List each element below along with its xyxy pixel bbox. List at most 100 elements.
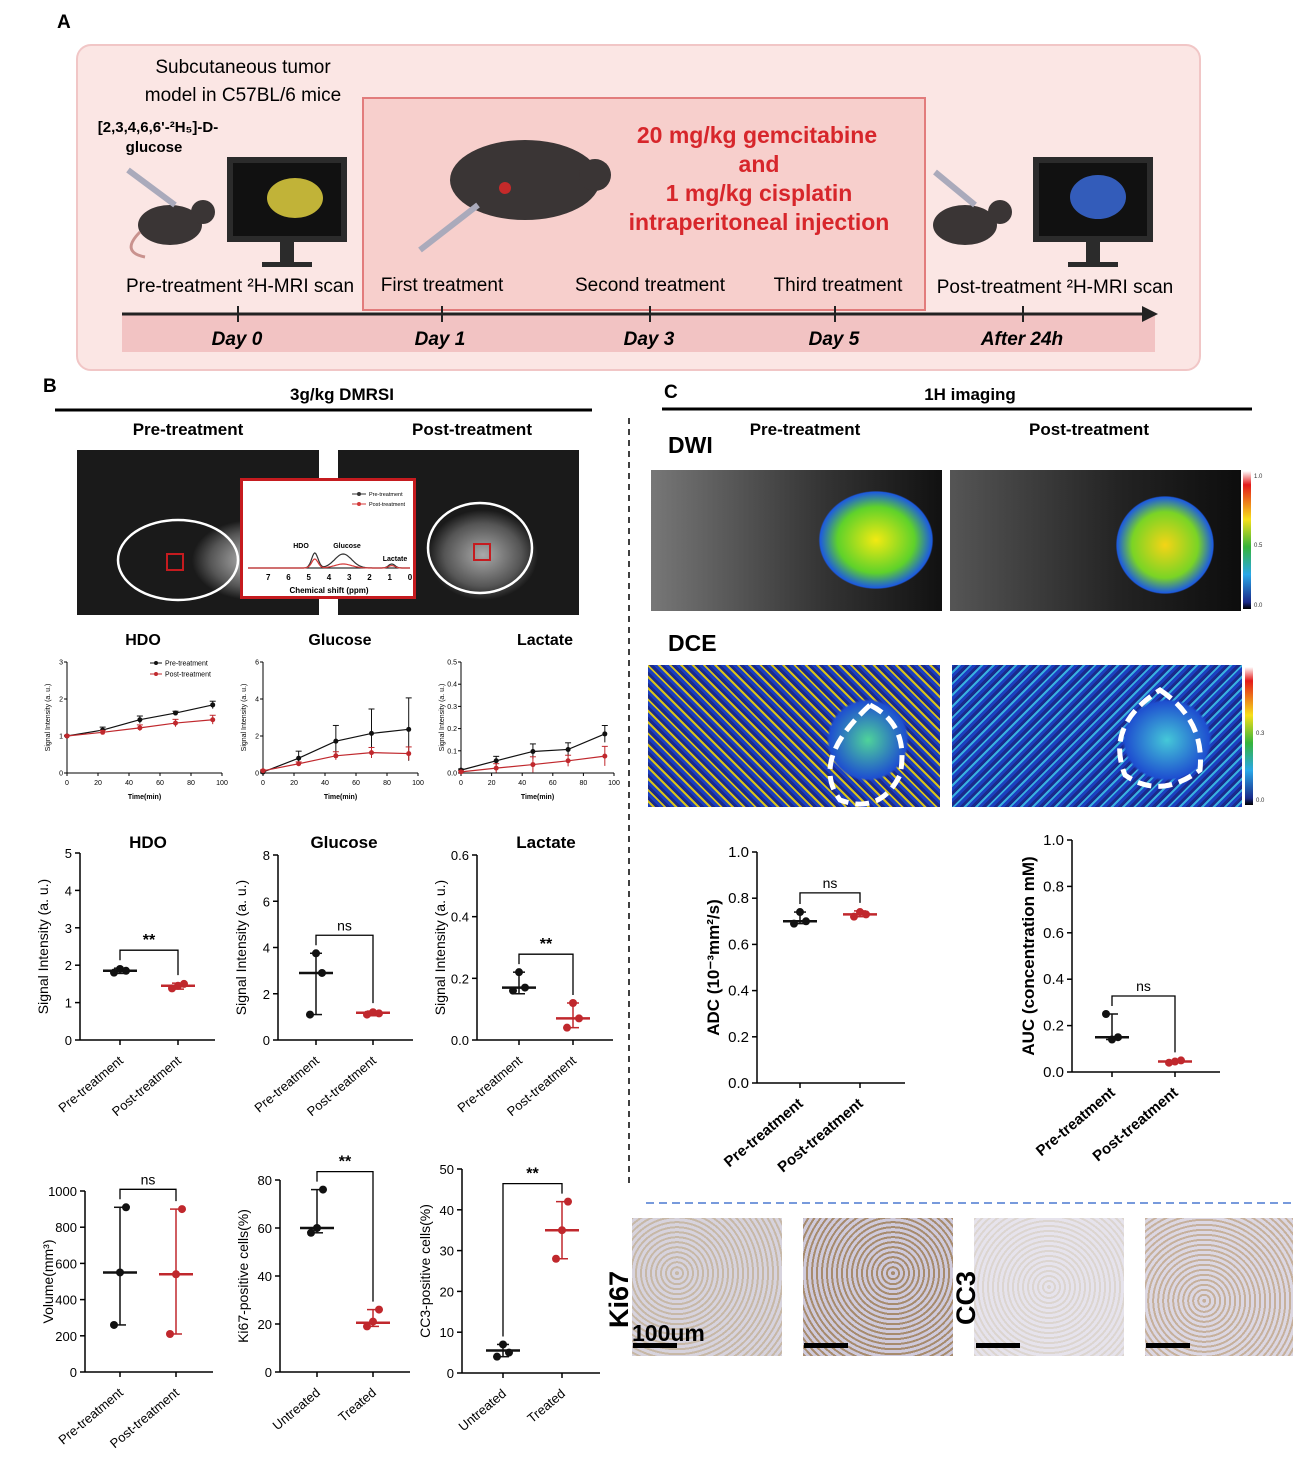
spectrum-x-tick: 6 [286, 573, 291, 582]
y-tick-label: 0.0 [451, 1033, 469, 1048]
data-point [558, 1226, 566, 1235]
y-tick-label: 2 [255, 734, 259, 741]
y-tick-label: 80 [258, 1173, 272, 1188]
dwi-colorbar-max: 1.0 [1254, 474, 1263, 480]
data-point [796, 908, 804, 917]
significance-bracket [316, 1170, 374, 1302]
model-line-1: Subcutaneous tumor [155, 57, 331, 78]
x-tick-label: 20 [290, 780, 298, 787]
spectrum-annotation: Glucose [333, 543, 361, 550]
y-tick-label: 0.1 [447, 748, 457, 755]
x-tick-label: 20 [94, 780, 102, 787]
voxel-pre [166, 553, 184, 571]
data-point [318, 968, 326, 977]
data-point [790, 919, 798, 928]
cc3-treated-histology [1145, 1218, 1293, 1356]
dce-colorbar-mid: 0.3 [1256, 731, 1265, 737]
significance-label: ns [141, 1171, 156, 1187]
drug-line-3: 1 mg/kg cisplatin [666, 180, 853, 206]
y-tick-label: 1 [59, 734, 63, 741]
x-tick-label: 60 [156, 780, 164, 787]
dce-colorbar-min: 0.0 [1256, 798, 1265, 804]
y-tick-label: 0 [265, 1365, 272, 1380]
treatment-box [362, 97, 926, 311]
x-tick-label: 40 [518, 780, 526, 787]
data-point [363, 1010, 371, 1019]
tracer-line-2: glucose [126, 139, 183, 156]
data-point [509, 986, 517, 995]
data-point [602, 731, 608, 737]
y-tick-label: 0.4 [447, 682, 457, 689]
y-tick-label: 6 [263, 894, 270, 909]
y-tick-label: 8 [263, 848, 270, 863]
data-point [564, 1197, 572, 1206]
cc3-label: CC3 [951, 1271, 981, 1325]
data-point [375, 1305, 383, 1314]
event-third-treatment: Third treatment [774, 275, 904, 296]
y-tick-label: 200 [55, 1329, 77, 1344]
data-point [575, 1014, 583, 1023]
y-tick-label: 10 [440, 1325, 454, 1340]
significance-bracket [518, 953, 574, 995]
spectrum-annotation: HDO [293, 543, 309, 550]
y-tick-label: 4 [263, 941, 270, 956]
data-point [1165, 1058, 1173, 1067]
dce-pre-image [648, 665, 940, 807]
legend-marker [357, 492, 361, 496]
data-point [569, 999, 577, 1007]
y-axis-label: Signal Intensity (a. u.) [45, 684, 52, 752]
y-axis-label: Signal Intensity (a. u.) [432, 880, 448, 1015]
spectrum-post-line [248, 558, 410, 569]
legend-marker [357, 502, 361, 506]
data-point [166, 1329, 174, 1338]
data-point [137, 717, 143, 723]
data-point [122, 966, 130, 975]
panel-c-post-label: Post-treatment [1029, 420, 1149, 439]
drug-line-4: intraperitoneal injection [629, 209, 890, 235]
x-tick-label: 100 [412, 780, 424, 787]
y-tick-label: 3 [65, 921, 72, 936]
drug-line-1: 20 mg/kg gemcitabine [637, 122, 877, 148]
data-point [260, 768, 266, 774]
cc3-untreated-histology [974, 1218, 1124, 1356]
x-tick-label: 60 [549, 780, 557, 787]
y-tick-label: 1000 [48, 1184, 77, 1199]
x-tick-label: 0 [261, 780, 265, 787]
legend-label: Pre-treatment [369, 492, 403, 498]
treated-mouse-icon [418, 140, 611, 253]
voxel-post [473, 543, 491, 561]
y-axis-label: Signal Intensity (a. u.) [439, 684, 446, 752]
chart-title: HDO [125, 632, 161, 649]
timeline-ticks [237, 306, 1024, 322]
spectrum-inset [240, 478, 416, 599]
significance-bracket [1111, 995, 1176, 1053]
dot-plot-volume-mm-: 02004006008001000Volume(mm³)Pre-treatmen… [40, 1171, 213, 1451]
data-point [375, 1009, 383, 1018]
spectrum-x-tick: 5 [307, 573, 312, 582]
data-point [307, 1228, 315, 1237]
event-pre-scan: Pre-treatment ²H-MRI scan [126, 276, 354, 297]
data-point [363, 1322, 371, 1331]
x-axis-label: Time(min) [521, 794, 554, 801]
dce-colorbar [1245, 667, 1253, 805]
timeline-band [122, 314, 1155, 352]
y-tick-label: 0 [65, 1033, 72, 1048]
y-tick-label: 0.0 [1043, 1064, 1064, 1081]
y-axis-label: AUC (concentration mM) [1019, 856, 1038, 1055]
y-tick-label: 0.3 [447, 704, 457, 711]
y-tick-label: 800 [55, 1220, 77, 1235]
legend-label: Post-treatment [369, 502, 406, 508]
dot-plot-cc3-positive-cells-: 0 10 20 30 40 50 CC3-positive cells(%) Untreate… [417, 1162, 600, 1434]
data-point [802, 917, 810, 926]
spectrum-x-tick: 4 [327, 573, 332, 582]
y-tick-label: 40 [440, 1203, 454, 1218]
y-tick-label: 0.2 [1043, 1018, 1064, 1035]
data-point [369, 730, 374, 736]
syringe-icon [126, 167, 177, 208]
y-tick-label: 4 [65, 883, 72, 898]
data-point [856, 908, 864, 917]
category-label: Untreated [270, 1385, 323, 1433]
y-tick-label: 0.6 [451, 848, 469, 863]
spectrum-x-tick: 2 [367, 573, 372, 582]
